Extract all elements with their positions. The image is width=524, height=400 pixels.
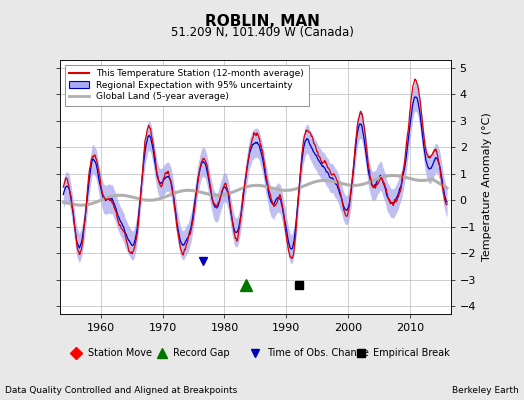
Text: Data Quality Controlled and Aligned at Breakpoints: Data Quality Controlled and Aligned at B… xyxy=(5,386,237,395)
Text: Berkeley Earth: Berkeley Earth xyxy=(452,386,519,395)
Text: Record Gap: Record Gap xyxy=(173,348,230,358)
Text: Time of Obs. Change: Time of Obs. Change xyxy=(267,348,369,358)
Text: ROBLIN, MAN: ROBLIN, MAN xyxy=(204,14,320,29)
Y-axis label: Temperature Anomaly (°C): Temperature Anomaly (°C) xyxy=(482,113,492,261)
Text: Station Move: Station Move xyxy=(88,348,151,358)
Text: Empirical Break: Empirical Break xyxy=(373,348,449,358)
Legend: This Temperature Station (12-month average), Regional Expectation with 95% uncer: This Temperature Station (12-month avera… xyxy=(65,64,309,106)
Text: 51.209 N, 101.409 W (Canada): 51.209 N, 101.409 W (Canada) xyxy=(171,26,353,39)
